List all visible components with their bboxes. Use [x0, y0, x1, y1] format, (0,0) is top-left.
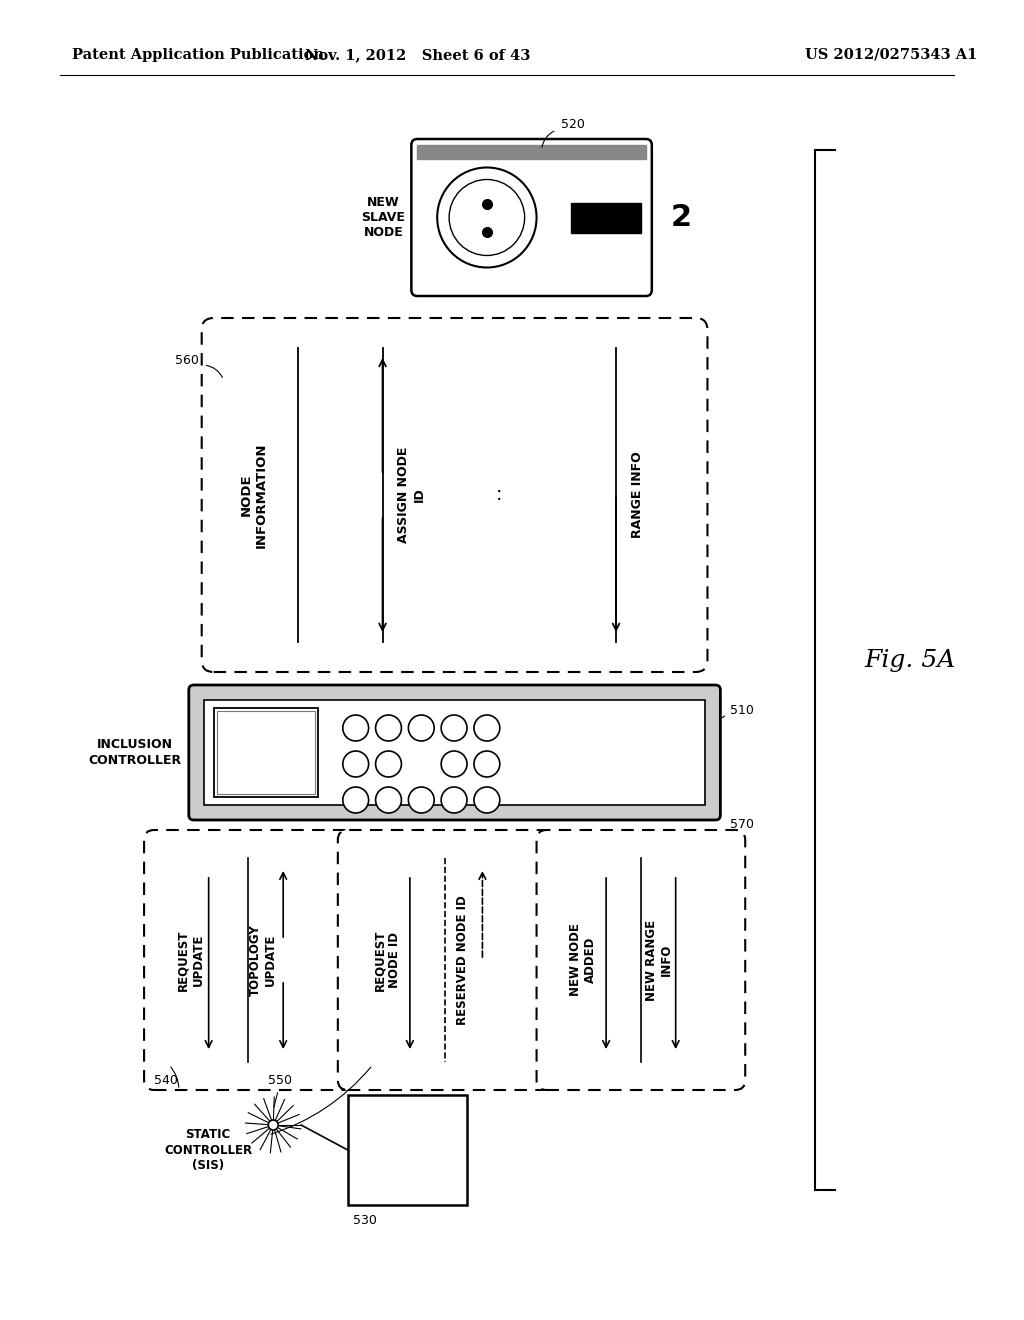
Circle shape	[409, 787, 434, 813]
Text: REQUEST
NODE ID: REQUEST NODE ID	[373, 929, 401, 991]
Bar	[214, 708, 318, 797]
FancyBboxPatch shape	[537, 830, 745, 1090]
FancyBboxPatch shape	[188, 685, 720, 820]
Bar	[217, 711, 315, 795]
Text: 2: 2	[671, 203, 692, 232]
Circle shape	[474, 715, 500, 741]
Text: STATIC
CONTROLLER
(SIS): STATIC CONTROLLER (SIS)	[164, 1129, 252, 1172]
Text: NEW
SLAVE
NODE: NEW SLAVE NODE	[361, 195, 406, 239]
Circle shape	[343, 715, 369, 741]
Text: TOPOLOGY
UPDATE: TOPOLOGY UPDATE	[249, 924, 278, 995]
Text: 520: 520	[561, 119, 586, 132]
Circle shape	[474, 751, 500, 777]
Circle shape	[450, 180, 524, 256]
FancyBboxPatch shape	[412, 139, 652, 296]
Circle shape	[376, 787, 401, 813]
Bar	[348, 1096, 467, 1205]
Text: RANGE INFO: RANGE INFO	[631, 451, 644, 539]
Text: 570: 570	[730, 818, 755, 832]
Text: 530: 530	[352, 1213, 377, 1226]
Circle shape	[441, 751, 467, 777]
Circle shape	[376, 715, 401, 741]
FancyBboxPatch shape	[144, 830, 352, 1090]
Circle shape	[343, 787, 369, 813]
Text: RESERVED NODE ID: RESERVED NODE ID	[456, 895, 469, 1024]
Bar	[571, 202, 641, 232]
Text: 540: 540	[154, 1073, 178, 1086]
Text: 1: 1	[395, 1133, 420, 1167]
Text: :: :	[496, 486, 503, 504]
FancyBboxPatch shape	[202, 318, 708, 672]
Bar	[204, 700, 706, 805]
Text: REQUEST
UPDATE: REQUEST UPDATE	[177, 929, 205, 991]
Circle shape	[376, 751, 401, 777]
Text: Patent Application Publication: Patent Application Publication	[72, 48, 324, 62]
Text: 550: 550	[268, 1073, 292, 1086]
Text: ASSIGN NODE
ID: ASSIGN NODE ID	[397, 446, 425, 544]
Circle shape	[268, 1119, 279, 1130]
Bar	[418, 145, 646, 158]
Text: NODE
INFORMATION: NODE INFORMATION	[240, 442, 267, 548]
Circle shape	[409, 715, 434, 741]
Text: Fig. 5A: Fig. 5A	[864, 648, 955, 672]
Text: 510: 510	[730, 704, 755, 717]
Circle shape	[474, 787, 500, 813]
Text: US 2012/0275343 A1: US 2012/0275343 A1	[805, 48, 977, 62]
Text: NEW NODE
ADDED: NEW NODE ADDED	[569, 924, 597, 997]
Circle shape	[437, 168, 537, 268]
Circle shape	[441, 787, 467, 813]
Circle shape	[441, 715, 467, 741]
Circle shape	[343, 751, 369, 777]
Text: NEW RANGE
INFO: NEW RANGE INFO	[645, 920, 673, 1001]
Text: Nov. 1, 2012   Sheet 6 of 43: Nov. 1, 2012 Sheet 6 of 43	[304, 48, 530, 62]
Text: INCLUSION
CONTROLLER: INCLUSION CONTROLLER	[89, 738, 182, 767]
FancyBboxPatch shape	[338, 830, 552, 1090]
Text: 560: 560	[175, 354, 199, 367]
